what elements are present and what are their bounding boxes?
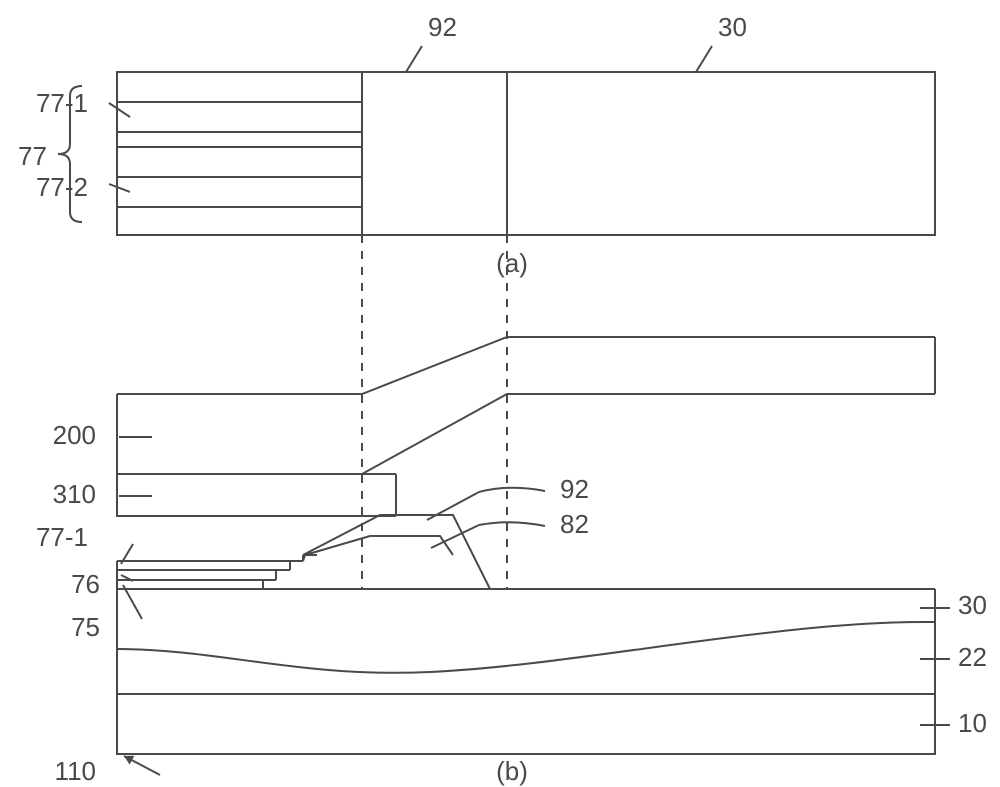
substrate-10 xyxy=(117,694,935,754)
label-L76: 76 xyxy=(71,569,100,599)
label-L82_b: 82 xyxy=(560,509,589,539)
region-outline xyxy=(117,72,935,235)
figure-b xyxy=(117,337,935,775)
label-L10_b: 10 xyxy=(958,708,987,738)
structure-310 xyxy=(117,474,396,516)
caption-a: (a) xyxy=(496,248,528,278)
arrow-110 xyxy=(124,756,160,775)
label-L77_1b: 77-1 xyxy=(36,522,88,552)
caption-b: (b) xyxy=(496,756,528,786)
label-L92_top: 92 xyxy=(428,12,457,42)
label-L110: 110 xyxy=(55,756,96,786)
label-L200: 200 xyxy=(53,420,96,450)
label-L310: 310 xyxy=(53,479,96,509)
layer-steps-77-76-75 xyxy=(117,555,317,589)
layer-30-22-interface xyxy=(117,622,935,673)
label-L92_b: 92 xyxy=(560,474,589,504)
structure-82 xyxy=(305,536,453,555)
label-L22_b: 22 xyxy=(958,642,987,672)
label-L77: 77 xyxy=(18,141,47,171)
labels: 92 30 77-1 77-277 200 310 77-1 76 75 92 82 30 22 10 11… xyxy=(18,12,987,786)
technical-diagram: 92 30 77-1 77-277 200 310 77-1 76 75 92 82 30 22 10 11… xyxy=(0,0,1000,787)
label-L30_top: 30 xyxy=(718,12,747,42)
label-L77_2: 77-2 xyxy=(36,172,88,202)
layer-77-lines xyxy=(117,72,362,235)
label-L75: 75 xyxy=(71,612,100,642)
figure-a xyxy=(117,72,935,235)
label-L30_b: 30 xyxy=(958,590,987,620)
label-L77_1: 77-1 xyxy=(36,88,88,118)
structure-200 xyxy=(117,337,935,474)
structure-92 xyxy=(303,515,490,589)
